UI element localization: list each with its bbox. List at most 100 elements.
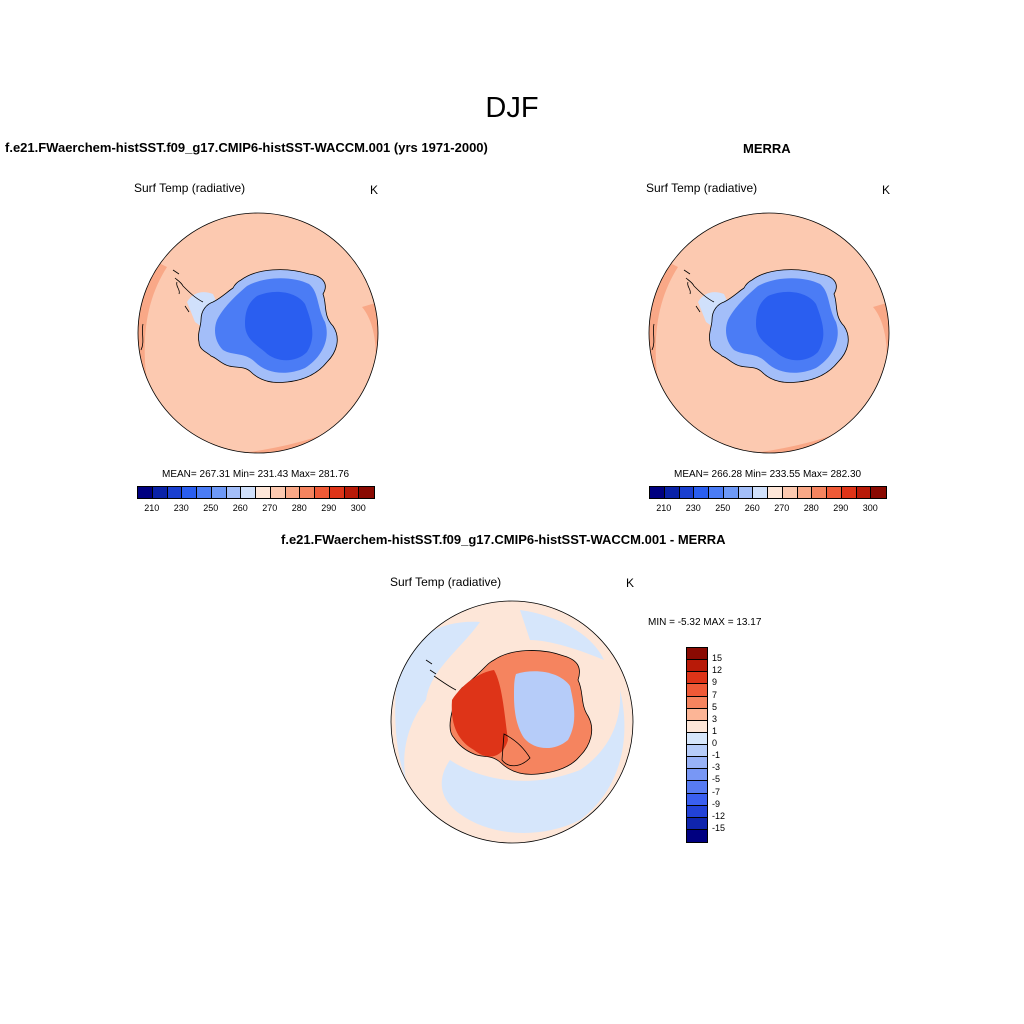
warm-band (873, 302, 889, 382)
colorbar-tick-label: 300 (350, 503, 366, 513)
diff-negative-region (395, 621, 480, 780)
obs-stats: MEAN= 266.28 Min= 233.55 Max= 282.30 (674, 469, 862, 480)
coastline (425, 659, 457, 691)
ice-plateau (245, 291, 313, 361)
model-units-label: K (370, 183, 379, 197)
colorbar-box (753, 487, 768, 498)
colorbar-box (329, 487, 345, 498)
colorbar-box (709, 487, 724, 498)
colorbar-tick-label: 230 (173, 503, 189, 513)
colorbar-tick-label: 0 (712, 738, 718, 748)
colorbar-tick-label: -12 (712, 810, 726, 821)
colorbar-box (650, 487, 665, 498)
colorbar-box (315, 487, 330, 498)
model-polar-map (137, 212, 379, 454)
colorbar-box (687, 672, 707, 685)
colorbar-box (687, 757, 707, 770)
colorbar-tick-label: 290 (321, 503, 337, 513)
colorbar-tick-label: -7 (712, 786, 721, 797)
coastline (683, 269, 701, 313)
south-america-coast (651, 323, 655, 351)
colorbar-tick-label: -1 (712, 750, 721, 761)
warm-bias-west (451, 670, 508, 757)
colorbar-box (687, 793, 707, 806)
model-colorbar-ticks: 210 230 250 260 270 280 290 300 (137, 503, 373, 515)
model-stats: MEAN= 267.31 Min= 231.43 Max= 281.76 (162, 469, 350, 480)
colorbar-box (211, 487, 227, 498)
colorbar-box (687, 732, 707, 745)
colorbar-tick-label: 280 (291, 503, 307, 513)
colorbar-box (687, 660, 707, 673)
diff-units-label: K (626, 576, 635, 590)
obs-polar-map (648, 212, 890, 454)
south-america-coast (140, 323, 144, 351)
colorbar-box (359, 487, 374, 498)
colorbar-box (687, 769, 707, 782)
model-variable-label: Surf Temp (radiative) (134, 181, 246, 195)
colorbar-tick-label: -9 (712, 798, 721, 809)
colorbar-box (687, 829, 707, 842)
antarctic-peninsula (685, 277, 715, 303)
colorbar-tick-label: 12 (712, 665, 723, 676)
colorbar-tick-label: -3 (712, 762, 721, 773)
colorbar-box (138, 487, 153, 498)
map-boundary (648, 212, 890, 454)
cold-bias-plateau (514, 671, 575, 749)
colorbar-tick-label: 9 (712, 677, 718, 688)
colorbar-box (827, 487, 842, 498)
obs-units-label: K (882, 183, 891, 197)
colorbar-box (812, 487, 827, 498)
colorbar-tick-label: 260 (232, 503, 248, 513)
model-colorbar (137, 486, 375, 499)
colorbar-box (226, 487, 242, 498)
colorbar-tick-label: 1 (712, 725, 718, 736)
map-boundary (390, 600, 634, 844)
colorbar-box (768, 487, 783, 498)
colorbar-tick-label: 280 (803, 503, 819, 513)
colorbar-box (197, 487, 212, 498)
colorbar-tick-label: 260 (744, 503, 760, 513)
colorbar-tick-label: 3 (712, 713, 718, 724)
colorbar-tick-label: 270 (774, 503, 790, 513)
diff-negative-region (441, 690, 625, 833)
colorbar-box (270, 487, 286, 498)
colorbar-box (871, 487, 886, 498)
colorbar-box (856, 487, 872, 498)
obs-colorbar (649, 486, 887, 499)
obs-panel-title: MERRA (743, 141, 791, 156)
diff-stats: MIN = -5.32 MAX = 13.17 (648, 617, 762, 628)
colorbar-box (679, 487, 695, 498)
warm-band (362, 302, 378, 382)
colorbar-box (687, 720, 707, 733)
colorbar-tick-label: 210 (144, 503, 160, 513)
colorbar-tick-label: 270 (262, 503, 278, 513)
colorbar-tick-label: 250 (715, 503, 731, 513)
antarctic-peninsula (174, 277, 204, 303)
colorbar-box (344, 487, 360, 498)
colorbar-box (797, 487, 813, 498)
colorbar-box (841, 487, 857, 498)
obs-variable-label: Surf Temp (radiative) (646, 181, 758, 195)
colorbar-box (687, 745, 707, 758)
colorbar-tick-label: -15 (712, 822, 726, 833)
colorbar-box (167, 487, 183, 498)
colorbar-box (300, 487, 315, 498)
colorbar-tick-label: 15 (712, 653, 723, 664)
diff-polar-map (390, 600, 634, 844)
colorbar-box (241, 487, 256, 498)
colorbar-box (687, 817, 707, 830)
colorbar-box (687, 684, 707, 697)
colorbar-box (738, 487, 754, 498)
colorbar-box (687, 805, 707, 818)
colorbar-box (687, 696, 707, 709)
obs-colorbar-ticks: 210 230 250 260 270 280 290 300 (649, 503, 885, 515)
colorbar-box (782, 487, 798, 498)
diff-variable-label: Surf Temp (radiative) (390, 575, 502, 589)
colorbar-tick-label: -5 (712, 774, 721, 785)
colorbar-box (687, 781, 707, 794)
colorbar-box (664, 487, 680, 498)
colorbar-box (285, 487, 301, 498)
colorbar-box (687, 708, 707, 721)
colorbar-tick-label: 250 (203, 503, 219, 513)
figure-title: DJF (485, 92, 539, 124)
